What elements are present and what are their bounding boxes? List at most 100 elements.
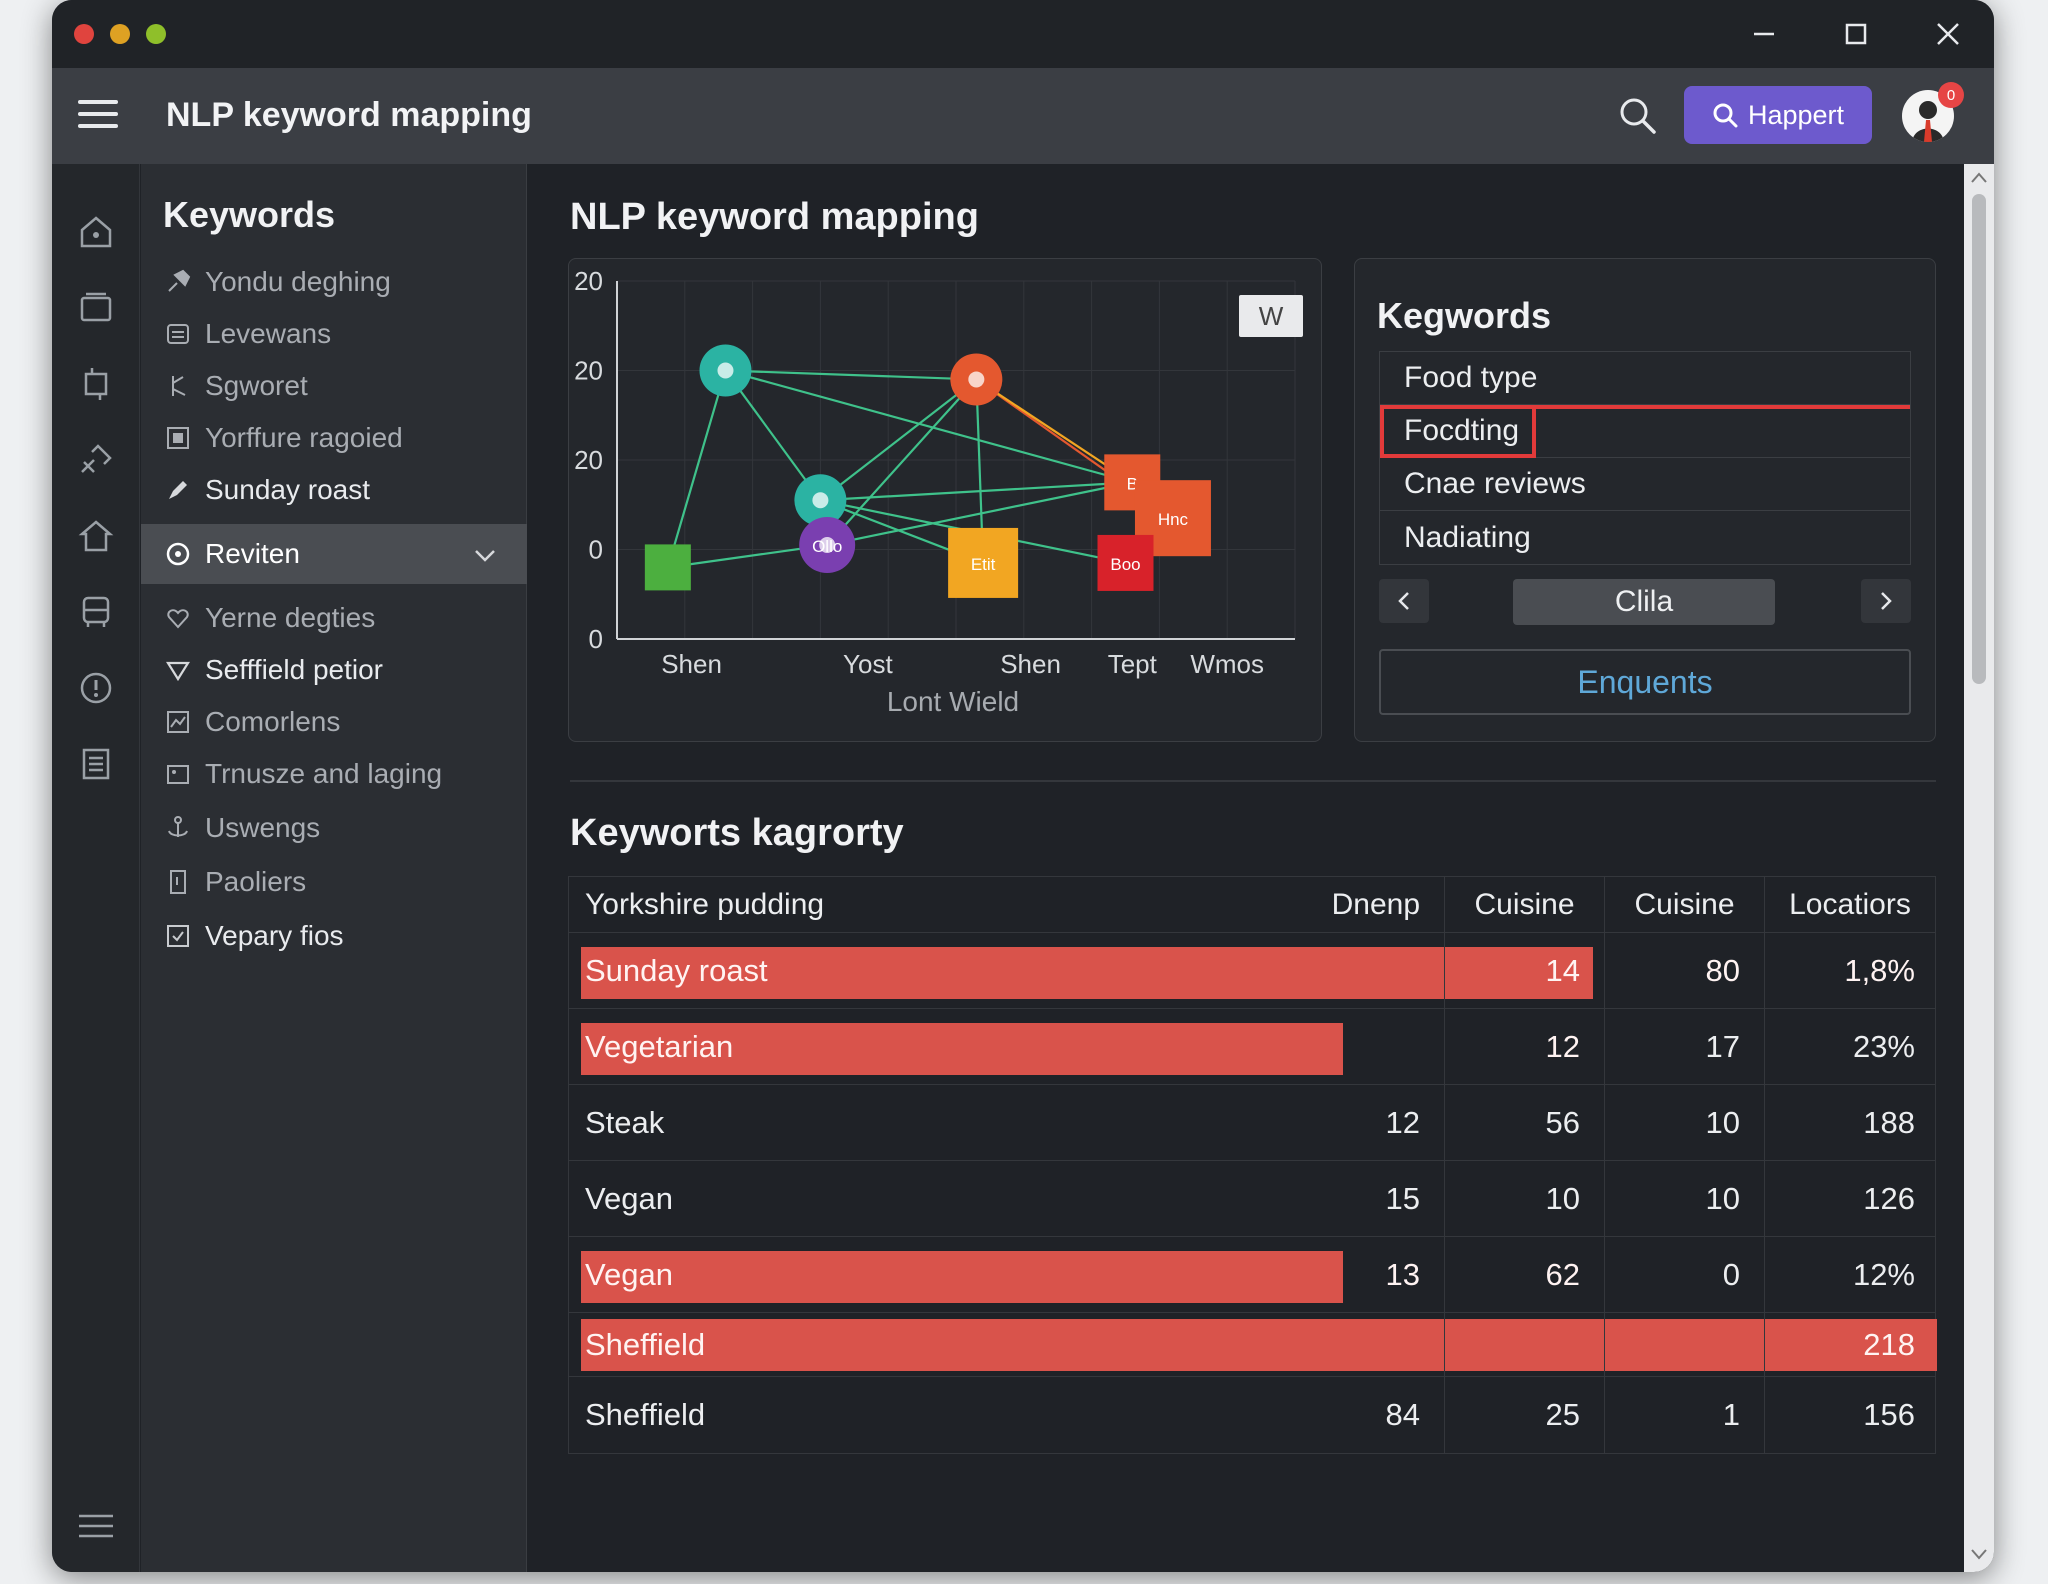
chart-edge xyxy=(725,369,977,381)
x-axis-label: Lont Wield xyxy=(887,686,1019,717)
table-row[interactable]: Steak 12 56 10 188 xyxy=(569,1085,1935,1161)
pager-button[interactable]: Clila xyxy=(1513,579,1775,625)
keywords-list: Food type Focdting Cnae reviews Nadiatin… xyxy=(1379,351,1911,565)
table-cell: 15 xyxy=(569,1161,1445,1236)
y-tick-label: 0 xyxy=(589,535,603,565)
table-row[interactable]: Vegetarian 12 17 23% xyxy=(569,1009,1935,1085)
table-cell-name: Vegan xyxy=(585,1180,673,1216)
table-row[interactable]: Vegan 15 10 10 126 xyxy=(569,1161,1935,1237)
sidebar-item[interactable]: Sefffield petior xyxy=(165,648,383,692)
list-item[interactable]: Cnae reviews xyxy=(1380,458,1910,511)
sidebar-item-label: Yerne degties xyxy=(205,602,376,633)
list-menu-icon[interactable] xyxy=(74,1504,118,1548)
row-highlight xyxy=(581,1319,1937,1371)
keywords-panel-title: Kegwords xyxy=(1377,295,1552,336)
table-cell: 218 xyxy=(1863,1326,1915,1362)
table-row[interactable]: Sheffield 218 xyxy=(569,1313,1937,1377)
document-icon[interactable] xyxy=(74,742,118,786)
sidebar-item[interactable]: Sgworet xyxy=(165,364,308,408)
column-header[interactable]: Dnenp xyxy=(569,877,1445,932)
sidebar-item[interactable]: Vepary fios xyxy=(165,914,344,958)
close-icon[interactable] xyxy=(1922,10,1974,58)
link-icon[interactable] xyxy=(74,438,118,482)
x-tick-label: Tept xyxy=(1108,649,1158,679)
sidebar-item-label: Yondu deghing xyxy=(205,266,391,297)
chevron-right-icon xyxy=(1881,592,1892,610)
chart-edge xyxy=(724,369,822,501)
sidebar-item-label: Paoliers xyxy=(205,866,307,897)
info-icon[interactable] xyxy=(74,666,118,710)
pager: Clila xyxy=(1379,579,1911,625)
keyword-map-chart: Ollo Etit B Hnc Boo 0 0 20 20 20 Shen Yost Shen Tept… xyxy=(568,258,1322,742)
vertical-scrollbar[interactable] xyxy=(1964,164,1994,1572)
scrollbar-thumb[interactable] xyxy=(1972,194,1986,684)
list-icon xyxy=(165,321,191,347)
table-header: Yorkshire pudding Dnenp Cuisine Cuisine … xyxy=(569,877,1935,933)
next-button[interactable] xyxy=(1861,579,1911,623)
chip-icon[interactable] xyxy=(74,362,118,406)
table-cell: 0 xyxy=(1605,1237,1765,1312)
minimize-dot[interactable] xyxy=(110,24,130,44)
column-header[interactable]: Yorkshire pudding xyxy=(585,887,825,921)
menu-icon[interactable] xyxy=(78,100,118,132)
window-controls xyxy=(1738,10,1974,58)
table-cell: 80 xyxy=(1605,933,1765,1008)
sidebar-item-label: Sunday roast xyxy=(205,474,370,505)
table-cell: 23% xyxy=(1852,1028,1915,1064)
y-tick-label: 20 xyxy=(574,266,603,296)
table-cell xyxy=(569,933,1445,1008)
search-icon[interactable] xyxy=(1616,94,1660,138)
chart-node-label: B xyxy=(1127,474,1138,493)
table-row[interactable]: Sunday roast 14 80 1,8% xyxy=(569,933,1935,1009)
avatar[interactable] xyxy=(1902,90,1954,142)
chart-edge xyxy=(826,481,1133,547)
enquents-button[interactable]: Enquents xyxy=(1379,649,1911,715)
notification-badge: 0 xyxy=(1938,82,1964,108)
sidebar-item[interactable]: Yerne degties xyxy=(165,596,375,640)
chart-toggle-button[interactable] xyxy=(1239,295,1303,337)
maximize-icon[interactable] xyxy=(1830,10,1882,58)
y-tick-label: 0 xyxy=(589,624,603,654)
house-icon[interactable] xyxy=(74,514,118,558)
table-cell-name: Vegan xyxy=(585,1256,673,1292)
sidebar-item[interactable]: Yondu deghing xyxy=(165,260,391,304)
sidebar-item[interactable]: Paoliers xyxy=(165,860,306,904)
list-item-selected[interactable]: Focdting xyxy=(1380,405,1910,458)
table-cell: 12 xyxy=(569,1085,1445,1160)
table-row[interactable]: Sheffield 84 25 1 156 xyxy=(569,1377,1935,1453)
sidebar-item[interactable]: Uswengs xyxy=(165,806,320,850)
minimize-icon[interactable] xyxy=(1738,10,1790,58)
close-dot[interactable] xyxy=(74,24,94,44)
column-header[interactable]: Locatiors xyxy=(1789,887,1911,921)
table-cell: 1 xyxy=(1605,1377,1765,1453)
chevron-down-icon[interactable] xyxy=(473,542,497,574)
folder-icon[interactable] xyxy=(74,286,118,330)
x-tick-label: Shen xyxy=(1000,649,1061,679)
sidebar-item[interactable]: Levewans xyxy=(165,312,331,356)
chart-edge xyxy=(820,481,1133,502)
scroll-down-icon[interactable] xyxy=(1964,1542,1994,1566)
scroll-up-icon[interactable] xyxy=(1964,166,1994,190)
zoom-dot[interactable] xyxy=(146,24,166,44)
page-title: NLP keyword mapping xyxy=(570,196,979,238)
sidebar-item-active[interactable]: Reviten xyxy=(141,524,527,584)
table-cell: 12% xyxy=(1852,1256,1915,1292)
prev-button[interactable] xyxy=(1379,579,1429,623)
anchor-icon xyxy=(165,815,191,841)
sidebar-item[interactable]: Yorffure ragoied xyxy=(165,416,403,460)
bus-icon[interactable] xyxy=(74,590,118,634)
sidebar-item[interactable]: Comorlens xyxy=(165,700,340,744)
tool-icon xyxy=(165,373,191,399)
table-cell-name: Steak xyxy=(585,1104,665,1140)
x-tick-label: Wmos xyxy=(1190,649,1264,679)
sidebar-item[interactable]: Trnusze and laging xyxy=(165,752,442,796)
sidebar-item-label: Sgworet xyxy=(205,370,308,401)
column-header[interactable]: Cuisine xyxy=(1445,877,1605,932)
list-item[interactable]: Food type xyxy=(1380,352,1910,405)
list-item[interactable]: Nadiating xyxy=(1380,511,1910,564)
home-icon[interactable] xyxy=(74,210,118,254)
sidebar-item[interactable]: Sunday roast xyxy=(165,468,370,512)
column-header[interactable]: Cuisine xyxy=(1605,877,1765,932)
table-row[interactable]: Vegan 13 62 0 12% xyxy=(569,1237,1935,1313)
search-button[interactable]: Happert xyxy=(1684,86,1872,144)
